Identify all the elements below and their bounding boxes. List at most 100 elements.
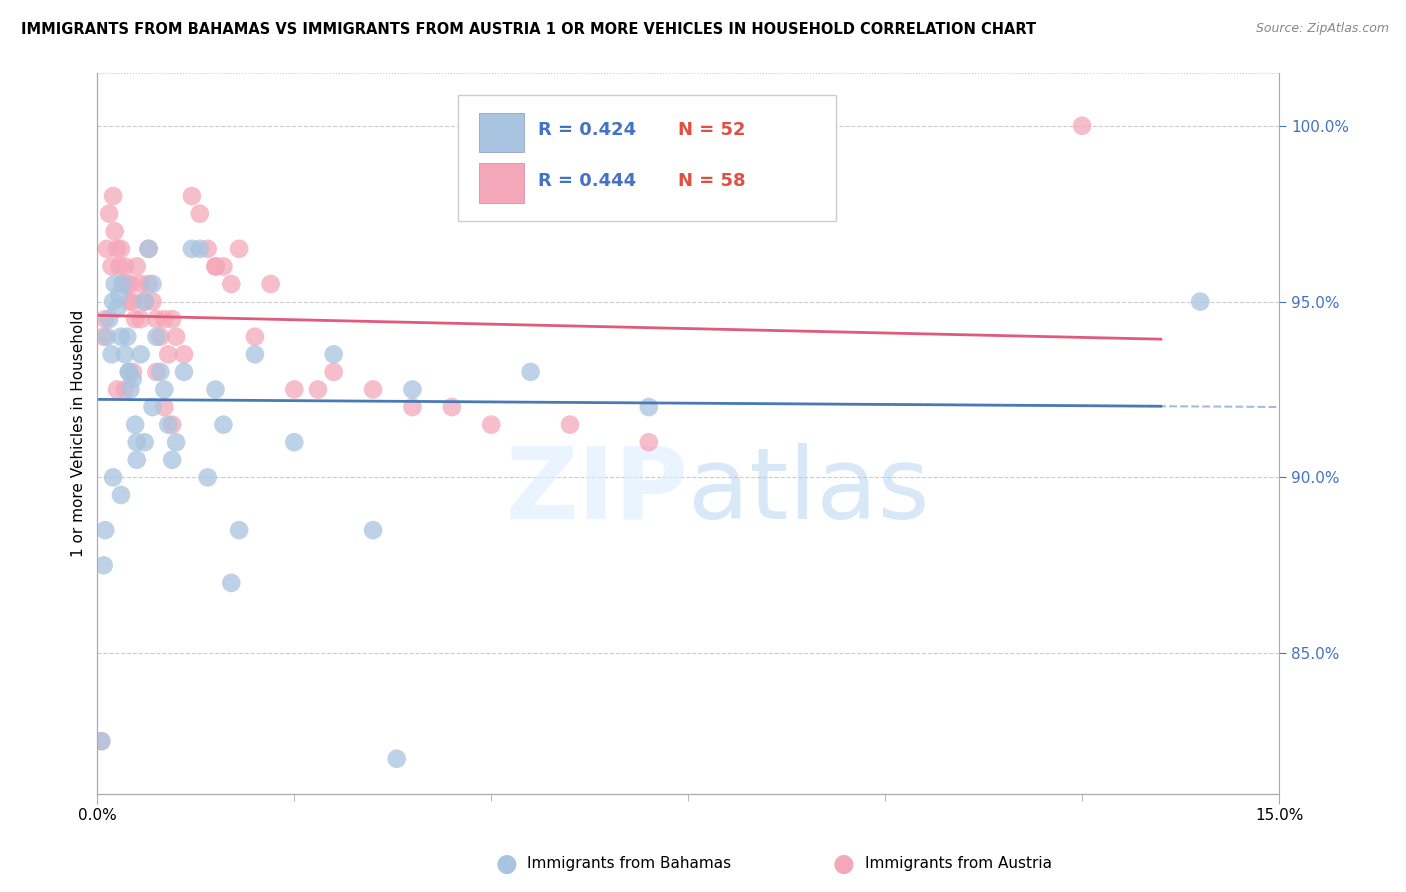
Point (141, 277, 163, 291)
Point (212, 260, 235, 274)
Point (114, 347, 136, 361)
Point (108, 287, 131, 301)
Point (149, 365, 172, 379)
Point (153, 383, 176, 397)
Point (558, 417, 581, 432)
Text: N = 52: N = 52 (678, 121, 745, 139)
Point (141, 294, 163, 309)
Point (219, 277, 242, 291)
Point (110, 330, 132, 344)
Point (118, 365, 141, 379)
Point (121, 294, 143, 309)
Point (94, 312, 117, 326)
Point (165, 330, 187, 344)
Point (138, 242, 160, 256)
Point (479, 417, 502, 432)
FancyBboxPatch shape (458, 95, 837, 220)
Point (212, 417, 235, 432)
Point (401, 383, 423, 397)
Point (173, 365, 195, 379)
Text: IMMIGRANTS FROM BAHAMAS VS IMMIGRANTS FROM AUSTRIA 1 OR MORE VEHICLES IN HOUSEHO: IMMIGRANTS FROM BAHAMAS VS IMMIGRANTS FR… (21, 22, 1036, 37)
Point (118, 294, 141, 309)
Text: Source: ZipAtlas.com: Source: ZipAtlas.com (1256, 22, 1389, 36)
Point (134, 294, 156, 309)
Point (145, 330, 167, 344)
Point (153, 400, 176, 414)
Point (401, 400, 423, 414)
Point (188, 207, 211, 221)
Text: ●: ● (832, 852, 855, 875)
Text: ZIP: ZIP (505, 442, 688, 540)
Point (121, 372, 143, 386)
Point (157, 347, 180, 361)
Point (104, 277, 127, 291)
Point (108, 260, 131, 274)
Point (141, 400, 163, 414)
Point (157, 417, 180, 432)
Point (118, 365, 141, 379)
Point (260, 277, 283, 291)
Point (98, 312, 121, 326)
Point (101, 294, 124, 309)
Point (322, 365, 344, 379)
Point (96, 330, 118, 344)
Point (110, 242, 132, 256)
Point (637, 435, 659, 450)
Point (120, 383, 142, 397)
Point (114, 383, 136, 397)
Text: R = 0.444: R = 0.444 (538, 172, 637, 190)
Point (125, 435, 148, 450)
Point (138, 277, 160, 291)
Point (129, 312, 152, 326)
Point (204, 260, 226, 274)
Point (160, 452, 183, 467)
Point (145, 312, 167, 326)
Point (1071, 119, 1094, 133)
Text: atlas: atlas (688, 442, 929, 540)
Point (134, 435, 156, 450)
Point (197, 470, 219, 484)
Text: N = 58: N = 58 (678, 172, 745, 190)
Point (228, 523, 250, 537)
Point (100, 347, 122, 361)
Point (361, 523, 384, 537)
Point (114, 260, 136, 274)
Point (94, 523, 117, 537)
Point (101, 189, 124, 203)
Point (243, 330, 266, 344)
Point (124, 417, 146, 432)
Text: R = 0.424: R = 0.424 (538, 121, 637, 139)
FancyBboxPatch shape (479, 112, 524, 153)
Point (93, 330, 115, 344)
Point (188, 242, 211, 256)
Point (96, 242, 118, 256)
Text: ●: ● (495, 852, 517, 875)
Point (165, 435, 187, 450)
Point (105, 242, 128, 256)
Point (204, 383, 226, 397)
Point (93, 558, 115, 573)
Point (105, 301, 128, 316)
Point (117, 330, 139, 344)
Text: Immigrants from Austria: Immigrants from Austria (865, 856, 1052, 871)
FancyBboxPatch shape (479, 163, 524, 202)
Point (138, 242, 160, 256)
Point (160, 312, 183, 326)
Point (1189, 294, 1212, 309)
Point (149, 330, 172, 344)
Point (100, 260, 122, 274)
Point (307, 383, 329, 397)
Point (90, 734, 112, 748)
Point (129, 347, 152, 361)
Point (322, 347, 344, 361)
Point (440, 400, 463, 414)
Point (120, 277, 142, 291)
Point (134, 294, 156, 309)
Point (145, 365, 167, 379)
Point (637, 400, 659, 414)
Point (125, 260, 148, 274)
Point (111, 277, 134, 291)
Point (385, 752, 408, 766)
Point (98, 207, 121, 221)
Y-axis label: 1 or more Vehicles in Household: 1 or more Vehicles in Household (72, 310, 86, 558)
